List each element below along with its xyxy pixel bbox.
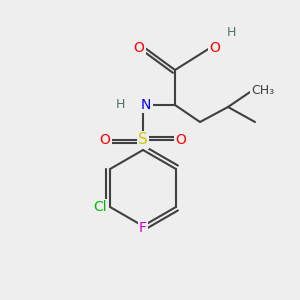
Text: H: H xyxy=(115,98,125,112)
Text: Cl: Cl xyxy=(93,200,107,214)
Text: O: O xyxy=(134,41,144,55)
Text: H: H xyxy=(226,26,236,38)
Text: S: S xyxy=(138,133,148,148)
Text: O: O xyxy=(210,41,220,55)
Text: N: N xyxy=(141,98,151,112)
Text: O: O xyxy=(100,133,110,147)
Text: O: O xyxy=(176,133,186,147)
Text: F: F xyxy=(139,221,147,235)
Text: CH₃: CH₃ xyxy=(251,83,274,97)
